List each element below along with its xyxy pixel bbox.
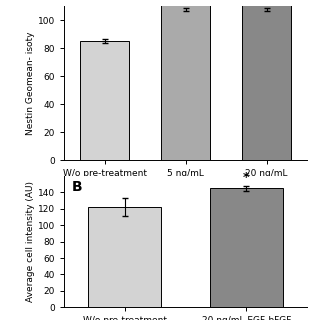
Text: B: B: [71, 180, 82, 194]
Bar: [242, 0, 291, 160]
Bar: [210, 188, 283, 307]
Y-axis label: Nestin Geomean- isoty: Nestin Geomean- isoty: [26, 31, 35, 135]
Bar: [161, 0, 210, 160]
Bar: [80, 41, 129, 160]
Y-axis label: Average cell intensity (AU): Average cell intensity (AU): [26, 181, 35, 302]
Bar: [88, 207, 161, 307]
Text: *: *: [243, 171, 250, 184]
